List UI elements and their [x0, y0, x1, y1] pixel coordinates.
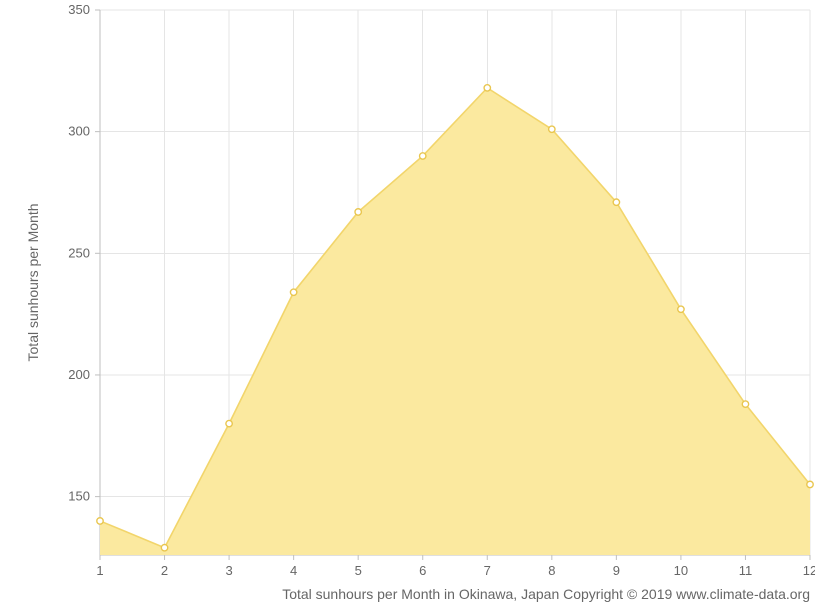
x-tick-label: 4: [290, 563, 297, 578]
data-point: [807, 481, 813, 487]
data-point: [420, 153, 426, 159]
x-tick-label: 3: [225, 563, 232, 578]
x-tick-label: 1: [96, 563, 103, 578]
x-tick-label: 10: [674, 563, 688, 578]
chart-svg: 123456789101112150200250300350Total sunh…: [0, 0, 815, 611]
data-point: [226, 420, 232, 426]
data-point: [161, 545, 167, 551]
x-tick-label: 7: [484, 563, 491, 578]
x-tick-label: 2: [161, 563, 168, 578]
x-tick-label: 8: [548, 563, 555, 578]
data-point: [742, 401, 748, 407]
sunhours-chart: 123456789101112150200250300350Total sunh…: [0, 0, 815, 611]
y-tick-label: 150: [68, 489, 90, 504]
data-point: [549, 126, 555, 132]
y-tick-label: 200: [68, 367, 90, 382]
series-area: [100, 88, 810, 555]
x-tick-label: 5: [355, 563, 362, 578]
x-tick-label: 9: [613, 563, 620, 578]
data-point: [355, 209, 361, 215]
data-point: [678, 306, 684, 312]
data-point: [613, 199, 619, 205]
y-tick-label: 300: [68, 124, 90, 139]
data-point: [97, 518, 103, 524]
y-tick-label: 350: [68, 2, 90, 17]
data-point: [290, 289, 296, 295]
y-axis-label: Total sunhours per Month: [25, 204, 41, 362]
chart-caption: Total sunhours per Month in Okinawa, Jap…: [282, 586, 810, 602]
x-tick-label: 11: [739, 563, 753, 578]
data-point: [484, 85, 490, 91]
y-tick-label: 250: [68, 245, 90, 260]
x-tick-label: 12: [803, 563, 815, 578]
x-tick-label: 6: [419, 563, 426, 578]
